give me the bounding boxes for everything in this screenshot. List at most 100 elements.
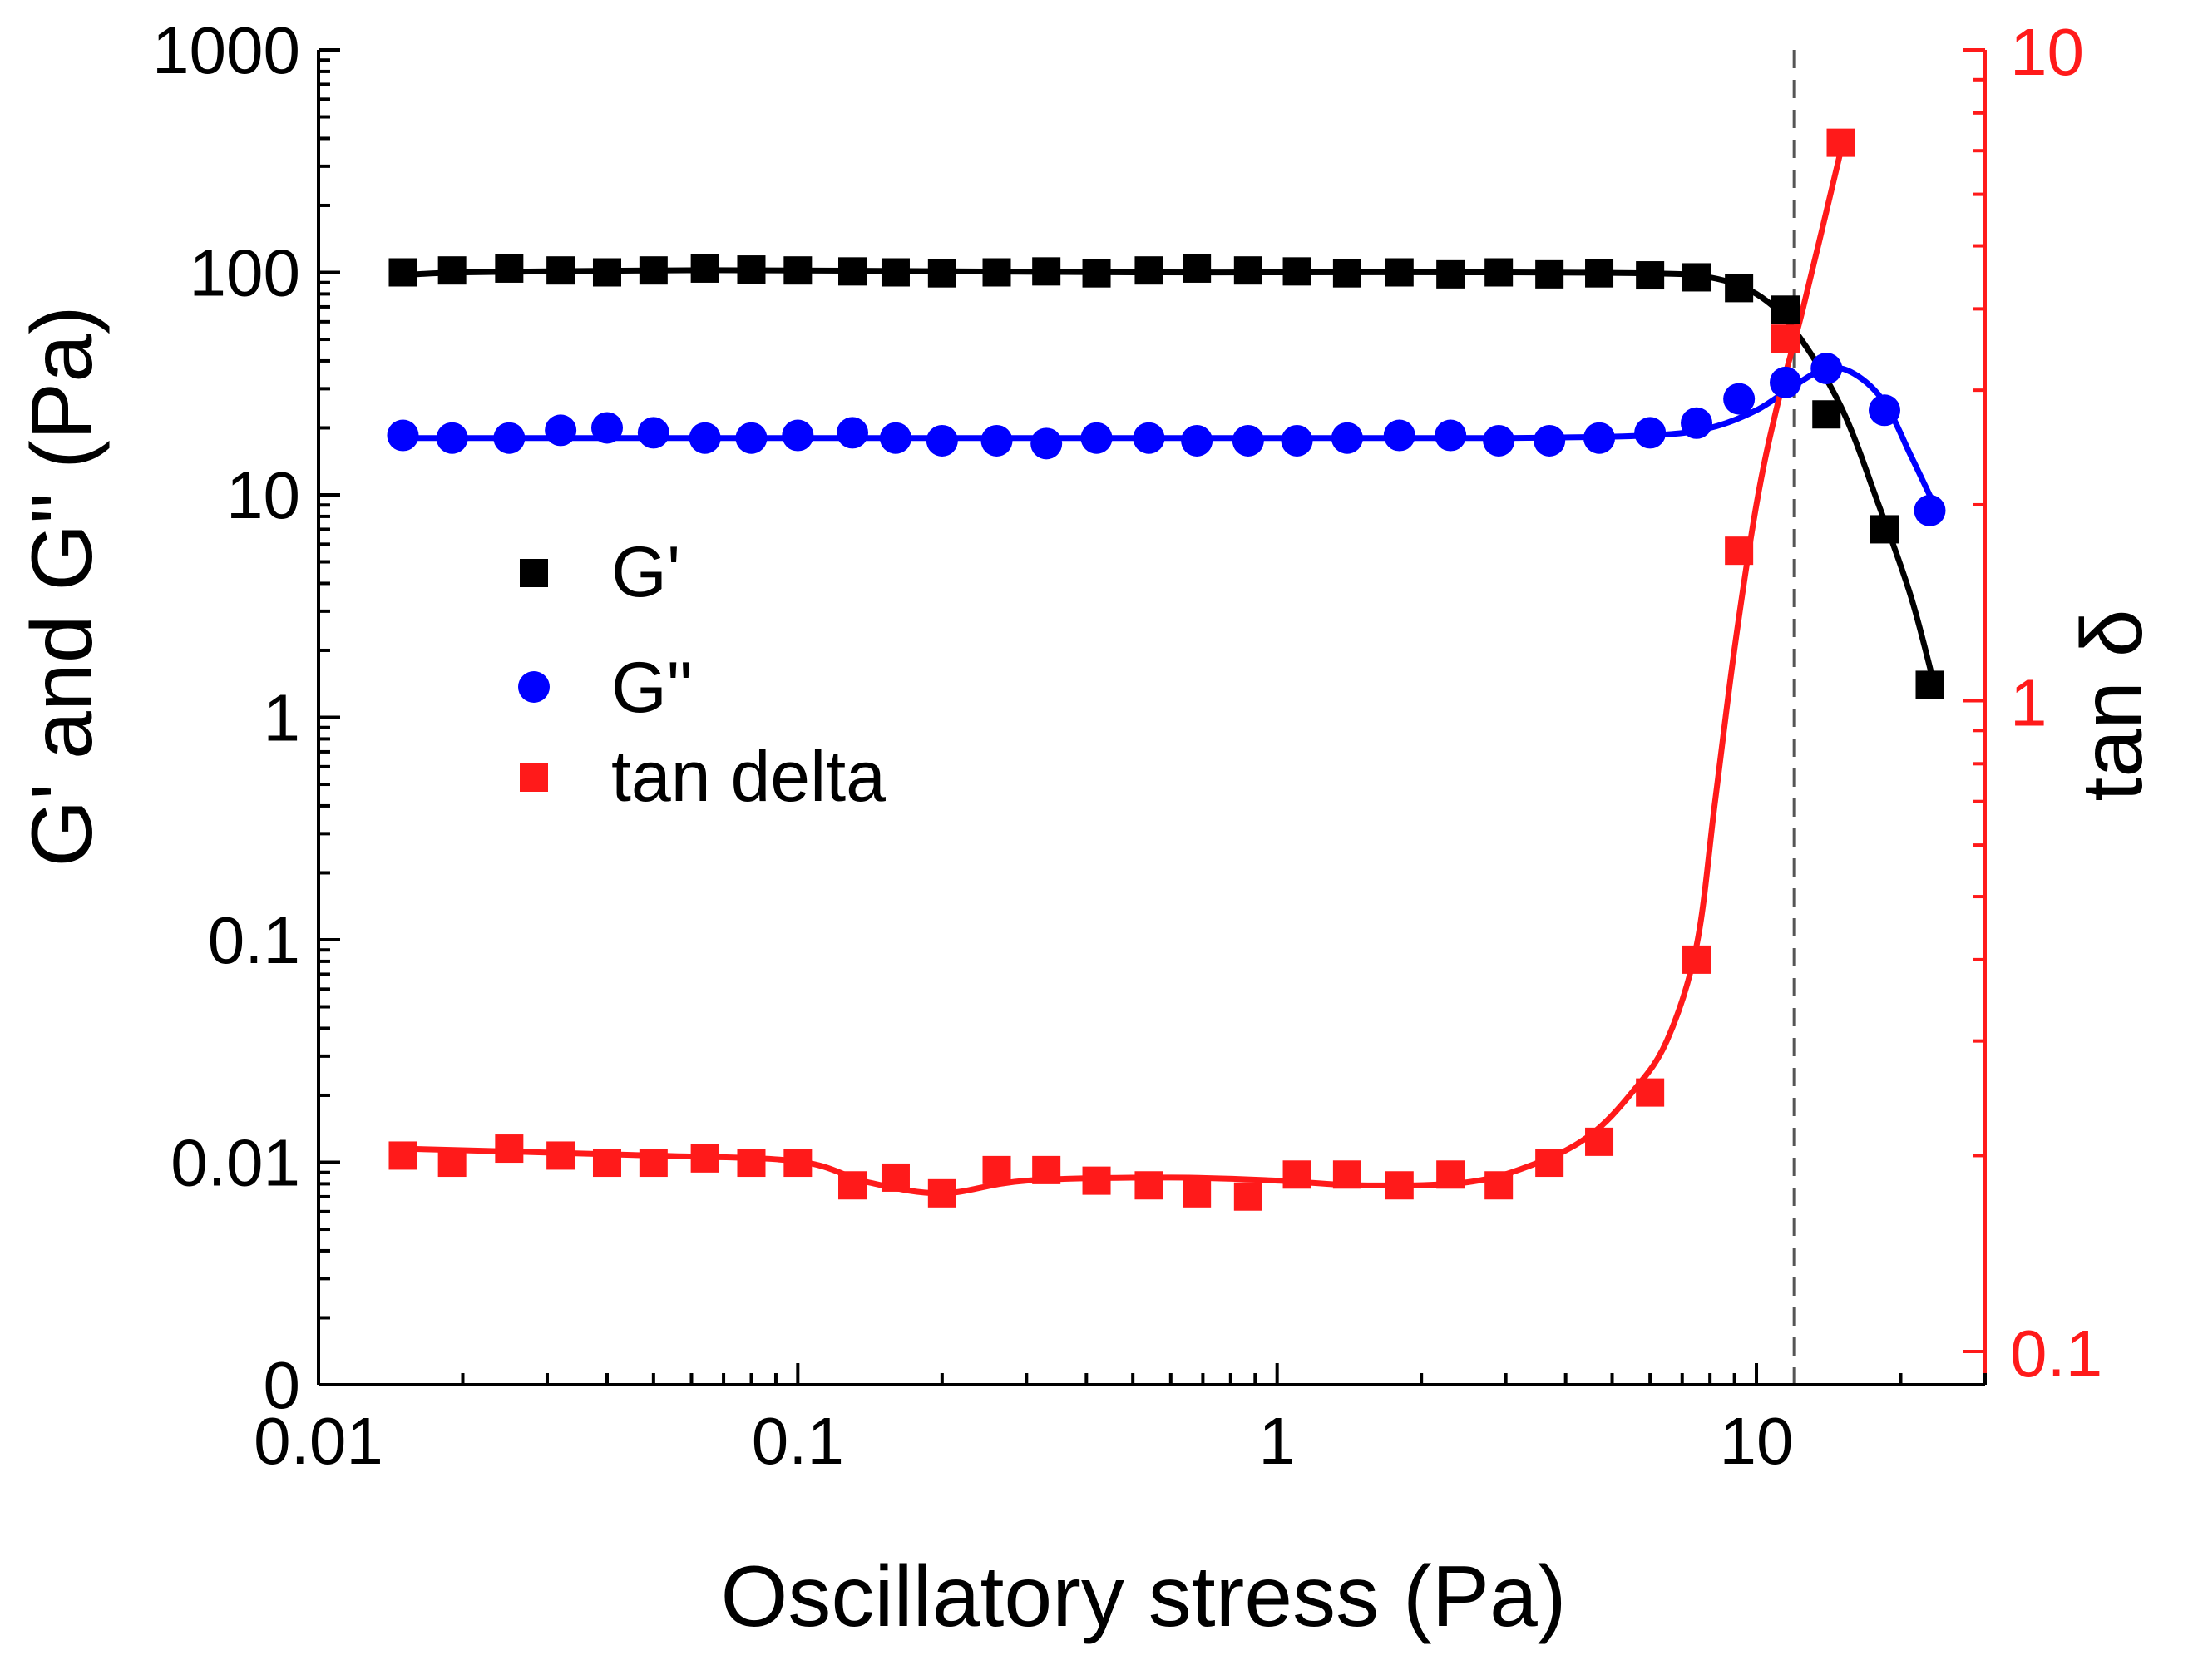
g-double-prime-point	[1331, 422, 1363, 454]
g-double-prime-point	[545, 414, 577, 447]
g-prime-point	[1870, 515, 1899, 544]
g-double-prime-point	[879, 422, 911, 454]
y-left-tick-label: 1	[264, 681, 301, 755]
g-prime-point	[881, 258, 910, 287]
y-left-tick-label: 0.1	[208, 903, 300, 977]
g-prime-point	[690, 254, 719, 283]
data-markers	[387, 128, 1946, 1211]
y-left-tick-label: 1000	[152, 13, 300, 87]
tan-delta-point	[1484, 1171, 1514, 1200]
g-prime-point	[1332, 259, 1361, 288]
tan-delta-point	[1183, 1178, 1212, 1208]
g-prime-point	[1233, 256, 1262, 285]
tan-delta-point	[1233, 1182, 1262, 1211]
g-prime-point	[639, 256, 668, 285]
g-prime-point	[1812, 400, 1841, 429]
g-prime-point	[838, 257, 867, 286]
g-double-prime-point	[1080, 422, 1113, 454]
tan-delta-point	[881, 1163, 910, 1192]
x-tick-label: 0.1	[752, 1404, 844, 1478]
y-left-tick-label: 100	[190, 236, 300, 310]
tan-delta-point	[1032, 1155, 1061, 1184]
y-left-tick-label: 10	[226, 458, 300, 532]
g-prime-point	[1183, 254, 1212, 283]
y-left-tick-label: 0.01	[170, 1126, 300, 1200]
g-double-prime-point	[837, 417, 869, 449]
tan-delta-point	[1332, 1160, 1361, 1189]
g-prime-point	[1032, 257, 1061, 286]
x-axis-title: Oscillatory stress (Pa)	[720, 1549, 1566, 1645]
tan-delta-point	[1585, 1127, 1614, 1156]
tan-delta-point	[737, 1149, 766, 1178]
g-double-prime-point	[1723, 383, 1756, 415]
x-tick-label: 0.01	[254, 1404, 383, 1478]
g-prime-point	[1535, 259, 1564, 289]
g-double-prime-point	[1634, 417, 1667, 449]
g-prime-point	[1771, 295, 1800, 324]
tan-delta-point	[1082, 1166, 1111, 1195]
tan-delta-point	[690, 1144, 719, 1173]
tan-delta-point	[1385, 1171, 1414, 1200]
g-prime-point	[1585, 259, 1614, 288]
g-prime-point	[1385, 258, 1414, 287]
x-tick-label: 10	[1720, 1404, 1794, 1478]
axes	[317, 48, 1987, 1386]
g-double-prime-point	[782, 419, 814, 452]
g-prime-point	[1082, 259, 1111, 288]
g-prime-point	[1484, 258, 1514, 287]
tan-delta-point	[1535, 1149, 1564, 1178]
tan-delta-point	[592, 1149, 621, 1178]
g-double-prime-point	[1868, 394, 1900, 427]
y-left-tick-label: 0	[264, 1348, 301, 1422]
g-double-prime-point	[980, 424, 1013, 457]
g-double-prime-point	[1583, 422, 1616, 454]
g-prime-point	[1134, 256, 1163, 285]
tan-delta-point	[927, 1178, 956, 1208]
g-double-prime-point	[1181, 424, 1213, 457]
legend: G' G" tan delta	[518, 532, 886, 817]
g-double-prime-point	[1483, 424, 1515, 457]
g-double-prime-point	[1534, 424, 1566, 457]
g-double-prime-point	[436, 422, 468, 454]
g-double-prime-point	[1769, 366, 1801, 398]
y-axis-left-title: G' and G" (Pa)	[14, 305, 111, 867]
tan-delta-point	[1725, 536, 1754, 566]
legend-label-tan-delta: tan delta	[611, 737, 886, 817]
x-tick-label: 1	[1258, 1404, 1296, 1478]
g-prime-point	[783, 256, 813, 285]
g-prime-point	[927, 259, 956, 288]
g-double-prime-point	[1435, 419, 1467, 452]
y-right-tick-label: 1	[2010, 666, 2047, 740]
legend-marker-g-prime	[520, 559, 548, 587]
g-prime-point	[737, 255, 766, 284]
g-double-prime-point	[1281, 424, 1313, 457]
legend-marker-tan-delta	[520, 763, 548, 792]
g-prime-point	[546, 256, 575, 285]
tan-delta-point	[495, 1134, 524, 1164]
g-double-prime-point	[689, 422, 721, 454]
g-prime-point	[1282, 257, 1311, 286]
tan-delta-point	[1682, 945, 1711, 974]
tan-delta-point	[546, 1141, 575, 1170]
g-double-prime-point	[1914, 494, 1946, 526]
g-double-prime-point	[1810, 353, 1843, 385]
legend-label-g-double-prime: G"	[611, 648, 692, 728]
g-prime-point	[1915, 670, 1944, 699]
tan-delta-point	[783, 1149, 813, 1178]
y-right-tick-label: 10	[2010, 15, 2084, 89]
g-double-prime-point	[1133, 422, 1165, 454]
g-double-prime-point	[1383, 419, 1415, 452]
tan-delta-point	[982, 1155, 1011, 1184]
tan-delta-point	[1636, 1078, 1665, 1107]
tan-delta-point	[437, 1149, 467, 1178]
g-prime-point	[388, 258, 417, 287]
g-prime-point	[437, 256, 467, 285]
g-double-prime-point	[926, 424, 958, 457]
g-prime-point	[1682, 263, 1711, 292]
tan-delta-point	[388, 1141, 417, 1170]
g-double-prime-point	[637, 417, 669, 449]
g-double-prime-point	[590, 412, 623, 444]
tan-delta-point	[838, 1171, 867, 1200]
y-axis-right-title: tan δ	[2064, 609, 2161, 801]
